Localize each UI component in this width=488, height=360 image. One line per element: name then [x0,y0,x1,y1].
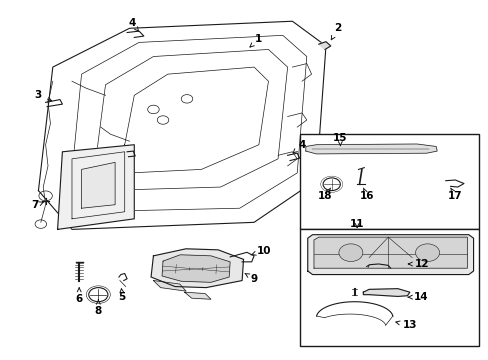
Text: 12: 12 [407,259,428,269]
Text: 9: 9 [244,274,257,284]
Polygon shape [307,235,472,275]
Polygon shape [305,144,436,154]
Text: 2: 2 [331,23,341,40]
Text: 8: 8 [95,300,102,315]
Polygon shape [313,237,467,268]
Polygon shape [162,255,230,282]
Polygon shape [318,42,330,49]
Text: 13: 13 [395,320,416,330]
Bar [299,134,478,229]
Polygon shape [363,289,409,296]
Text: 11: 11 [349,219,364,229]
Polygon shape [184,292,210,299]
Text: 16: 16 [359,188,373,201]
Text: 7: 7 [31,201,44,210]
Text: 1: 1 [249,34,262,47]
Text: 3: 3 [35,90,52,101]
Circle shape [338,244,362,261]
Polygon shape [151,249,243,288]
Text: 6: 6 [75,288,82,304]
Text: 17: 17 [447,188,462,201]
Text: 5: 5 [119,289,126,302]
Polygon shape [58,145,134,229]
Text: 10: 10 [250,246,270,256]
Text: 18: 18 [317,188,331,201]
Text: 4: 4 [128,18,138,31]
Bar [299,229,478,346]
Polygon shape [81,162,115,208]
Text: 14: 14 [407,292,427,302]
Text: 4: 4 [292,140,305,153]
Text: 15: 15 [332,133,347,146]
Circle shape [415,244,439,261]
Polygon shape [153,280,185,291]
